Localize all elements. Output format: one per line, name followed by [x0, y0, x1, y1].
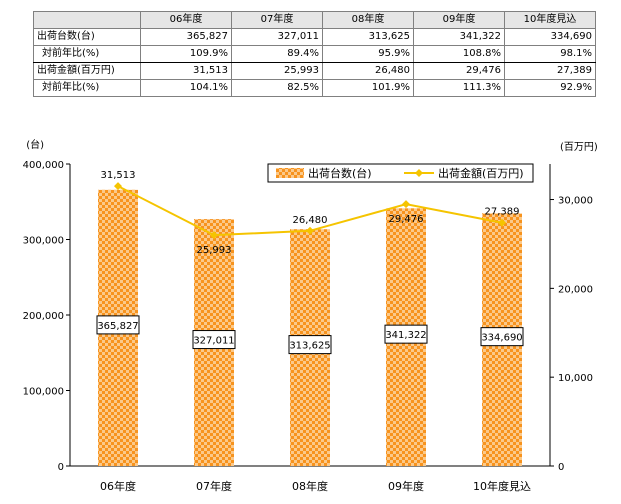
table-header-row: 06年度 07年度 08年度 09年度 10年度見込 [33, 11, 596, 29]
line-point [498, 218, 506, 227]
line-value-label: 26,480 [293, 215, 328, 226]
table-cell: 327,011 [231, 28, 323, 46]
right-axis: 0 10,000 20,000 30,000 [549, 164, 593, 473]
bar-value-label: 334,690 [481, 333, 522, 344]
table-cell: 95.9% [322, 45, 414, 63]
table-cell: 109.9% [140, 45, 232, 63]
column-header: 06年度 [140, 11, 232, 29]
column-header: 07年度 [231, 11, 323, 29]
row-label-units: 出荷台数(台) [33, 28, 141, 46]
table-cell: 341,322 [413, 28, 505, 46]
left-axis-tick-label: 100,000 [23, 387, 64, 398]
table-cell: 29,476 [413, 62, 505, 80]
legend-bar-label: 出荷台数(台) [308, 166, 372, 180]
left-axis-tick-label: 0 [58, 462, 64, 473]
legend-box [267, 163, 534, 183]
table-row: 対前年比(%) 109.9% 89.4% 95.9% 108.8% 98.1% [33, 45, 596, 63]
x-axis-tick-label: 09年度 [388, 479, 424, 493]
table-cell: 334,690 [504, 28, 596, 46]
table-cell: 31,513 [140, 62, 232, 80]
table-cell: 108.8% [413, 45, 505, 63]
x-axis-tick-label: 08年度 [292, 479, 328, 493]
line-value-label: 31,513 [101, 170, 136, 181]
line-value-label: 27,389 [485, 207, 520, 218]
table-cell: 26,480 [322, 62, 414, 80]
table-cell: 27,389 [504, 62, 596, 80]
column-header: 09年度 [413, 11, 505, 29]
bar-series: 365,827 327,011 313,625 341,322 334,690 [96, 189, 524, 467]
table-cell: 313,625 [322, 28, 414, 46]
table-cell: 365,827 [140, 28, 232, 46]
line-point [402, 200, 410, 209]
line-point [306, 226, 314, 235]
table-row: 対前年比(%) 104.1% 82.5% 101.9% 111.3% 92.9% [33, 79, 596, 97]
line-point [114, 182, 122, 191]
bar-value-label: 341,322 [385, 330, 426, 341]
left-axis-tick-label: 400,000 [23, 160, 64, 171]
right-axis-tick-label: 20,000 [558, 284, 593, 295]
bar-value-label: 327,011 [193, 336, 234, 347]
row-label-yoy-amount: 対前年比(%) [33, 79, 141, 97]
legend: 出荷台数(台) 出荷金額(百万円) [267, 163, 534, 183]
table-cell: 104.1% [140, 79, 232, 97]
bar-value-box [288, 335, 332, 355]
bar-value-label: 365,827 [97, 321, 138, 332]
x-axis-labels: 06年度 07年度 08年度 09年度 10年度見込 [100, 479, 531, 493]
table-cell: 82.5% [231, 79, 323, 97]
table-cell: 92.9% [504, 79, 596, 97]
bar-value-box [384, 324, 428, 344]
left-axis-unit: (台) [26, 138, 44, 151]
line-value-label: 25,993 [197, 245, 232, 256]
right-axis-tick-label: 30,000 [558, 196, 593, 207]
row-label-amount: 出荷金額(百万円) [33, 62, 141, 80]
summary-table: 06年度 07年度 08年度 09年度 10年度見込 出荷台数(台) 365,8… [33, 11, 596, 97]
right-axis-unit: (百万円) [560, 141, 598, 153]
bar-value-label: 313,625 [289, 341, 330, 352]
legend-bar-swatch [276, 168, 304, 178]
column-header: 10年度見込 [504, 11, 596, 29]
left-axis-tick-label: 300,000 [23, 236, 64, 247]
left-axis: 0 100,000 200,000 300,000 400,000 [23, 160, 550, 473]
right-axis-tick-label: 0 [558, 462, 564, 473]
legend-line-marker [415, 169, 423, 177]
legend-line-label: 出荷金額(百万円) [438, 166, 524, 180]
line-series: 31,513 25,993 26,480 29,476 27,389 [101, 170, 520, 256]
shipment-chart: (台) (百万円) 0100,000200,000300,000400,000 … [23, 138, 598, 493]
table-cell: 101.9% [322, 79, 414, 97]
line-point [210, 231, 218, 240]
table-corner-cell [33, 11, 141, 29]
x-axis-tick-label: 06年度 [100, 479, 136, 493]
bar-value-box [480, 327, 524, 347]
x-axis-tick-label: 10年度見込 [473, 479, 531, 493]
table-cell: 98.1% [504, 45, 596, 63]
row-label-yoy-units: 対前年比(%) [33, 45, 141, 63]
line-value-label: 29,476 [389, 214, 424, 225]
column-header: 08年度 [322, 11, 414, 29]
table-row: 出荷台数(台) 365,827 327,011 313,625 341,322 … [33, 28, 596, 46]
table-row: 出荷金額(百万円) 31,513 25,993 26,480 29,476 27… [33, 62, 596, 80]
left-axis-tick-label: 200,000 [23, 311, 64, 322]
table-cell: 111.3% [413, 79, 505, 97]
right-axis-tick-label: 10,000 [558, 373, 593, 384]
bar-value-box [192, 330, 236, 350]
x-axis-tick-label: 07年度 [196, 479, 232, 493]
table-cell: 25,993 [231, 62, 323, 80]
bar-value-box [96, 315, 140, 335]
table-cell: 89.4% [231, 45, 323, 63]
